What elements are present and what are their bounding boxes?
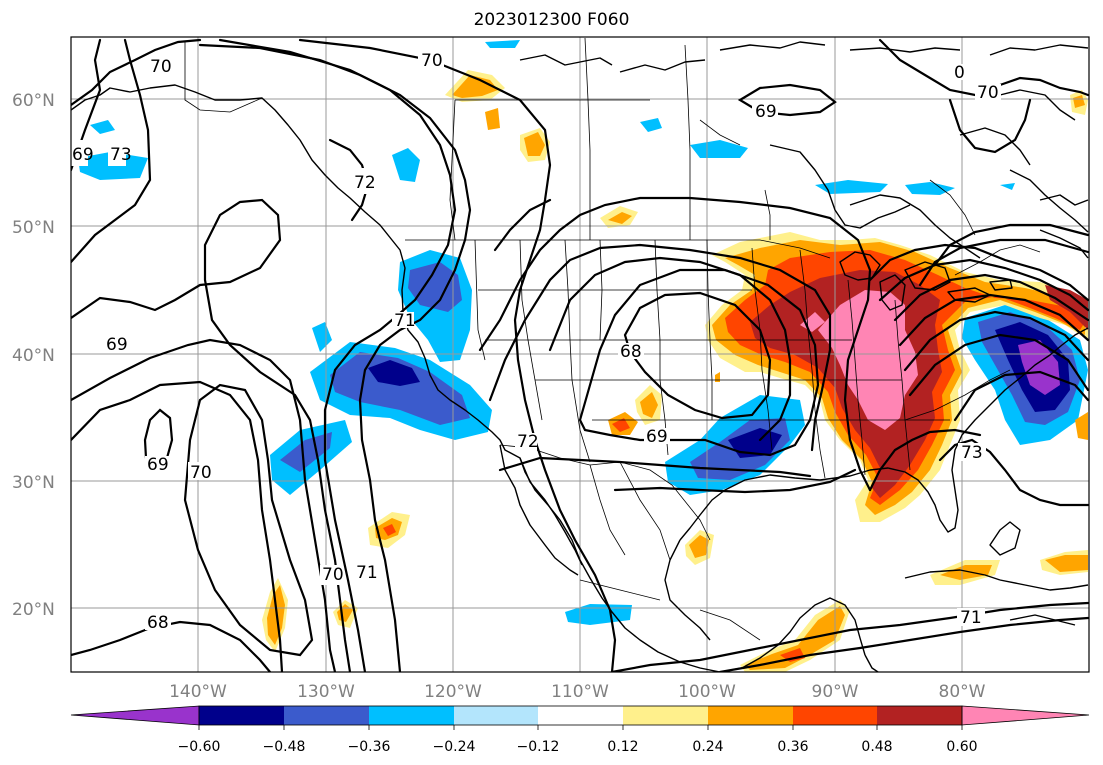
colorbar-segment bbox=[623, 706, 708, 725]
colorbar: −0.60 −0.48 −0.36 −0.24 −0.12 0.12 0.24 … bbox=[70, 705, 1090, 755]
map-title: 2023012300 F060 bbox=[473, 10, 630, 30]
contour-label: 68 bbox=[620, 342, 642, 362]
colorbar-segment bbox=[538, 706, 623, 725]
colorbar-segment bbox=[454, 706, 538, 725]
colorbar-extend-low bbox=[70, 705, 200, 726]
contour-label: 69 bbox=[72, 145, 94, 165]
contour-label: 71 bbox=[960, 608, 982, 628]
lon-tick: 100°W bbox=[678, 682, 736, 702]
map-frame bbox=[70, 36, 1090, 673]
lon-tick: 120°W bbox=[424, 682, 482, 702]
colorbar-label: −0.48 bbox=[263, 739, 306, 755]
colorbar-segment bbox=[793, 706, 877, 725]
political-borders bbox=[184, 37, 1041, 641]
colorbar-label: −0.36 bbox=[348, 739, 391, 755]
contour-label: 72 bbox=[354, 173, 376, 193]
colorbar-extend-high bbox=[961, 705, 1090, 726]
coastlines bbox=[71, 41, 1089, 672]
contour-label: 68 bbox=[147, 613, 169, 633]
lat-tick: 30°N bbox=[12, 473, 55, 493]
contour-label: 71 bbox=[394, 311, 416, 331]
lon-tick: 110°W bbox=[551, 682, 609, 702]
lat-tick: 50°N bbox=[12, 218, 55, 238]
lat-tick: 20°N bbox=[12, 600, 55, 620]
contour-label: 73 bbox=[961, 443, 983, 463]
colorbar-segment bbox=[199, 706, 284, 725]
colorbar-label: 0.60 bbox=[946, 739, 977, 755]
contour-labels: 70 70 69 68 69 69 73 72 71 69 69 70 71 bbox=[71, 51, 1001, 633]
contour-label: 69 bbox=[106, 335, 128, 355]
contour-label: 70 bbox=[322, 565, 344, 585]
contour-label: 73 bbox=[110, 145, 132, 165]
contour-label: 70 bbox=[150, 57, 172, 77]
colorbar-label: 0.36 bbox=[777, 739, 808, 755]
colorbar-segment bbox=[369, 706, 454, 725]
lon-tick: 90°W bbox=[812, 682, 859, 702]
contour-label: 70 bbox=[421, 51, 443, 71]
contour-label: 70 bbox=[190, 463, 212, 483]
colorbar-label: 0.48 bbox=[861, 739, 892, 755]
contour-label: 69 bbox=[755, 102, 777, 122]
colorbar-label: −0.12 bbox=[517, 739, 560, 755]
contour-label: 69 bbox=[646, 427, 668, 447]
contour-label: 0 bbox=[954, 63, 965, 83]
colorbar-label: 0.12 bbox=[607, 739, 638, 755]
lon-tick: 80°W bbox=[939, 682, 986, 702]
contour-label: 70 bbox=[977, 83, 999, 103]
colorbar-segment bbox=[708, 706, 793, 725]
lat-ticks: 60°N 50°N 40°N 30°N 20°N bbox=[12, 91, 55, 620]
colorbar-segment bbox=[284, 706, 369, 725]
lon-ticks: 140°W 130°W 120°W 110°W 100°W 90°W 80°W bbox=[169, 682, 986, 702]
colorbar-label: 0.24 bbox=[692, 739, 723, 755]
colorbar-label: −0.60 bbox=[178, 739, 221, 755]
lon-tick: 140°W bbox=[169, 682, 227, 702]
lat-tick: 60°N bbox=[12, 91, 55, 111]
lat-tick: 40°N bbox=[12, 346, 55, 366]
contour-label: 69 bbox=[147, 455, 169, 475]
contour-label: 71 bbox=[356, 563, 378, 583]
colorbar-label: −0.24 bbox=[433, 739, 476, 755]
lon-tick: 130°W bbox=[297, 682, 355, 702]
colorbar-segment bbox=[877, 706, 962, 725]
contour-label: 72 bbox=[517, 432, 539, 452]
map-area: 70 70 69 68 69 69 73 72 71 69 69 70 71 bbox=[71, 37, 1089, 672]
